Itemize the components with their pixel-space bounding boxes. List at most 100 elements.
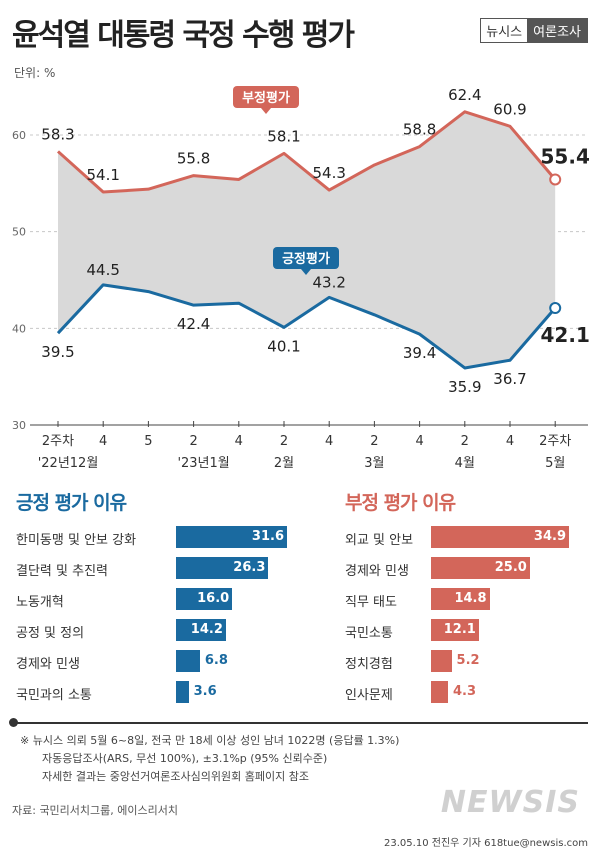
bar-value-label: 5.2 [456,653,480,668]
y-tick-label: 60 [12,129,26,142]
bar-category-label: 노동개혁 [16,595,64,610]
x-group-label: '22년12월 [38,456,99,471]
positive-data-label: 39.4 [403,344,436,362]
bar: 14.8 [431,588,490,610]
bar-category-label: 공정 및 정의 [16,626,85,641]
bar [431,650,452,672]
bar-row: 경제와 민생 25.0 [345,557,600,579]
note-line-1: ※ 뉴시스 의뢰 5월 6~8일, 전국 만 18세 이상 성인 남녀 1022… [20,734,400,747]
x-tick-label: 4 [415,434,423,449]
x-group-label: 5월 [545,456,565,471]
negative-line [56,110,557,194]
y-tick-label: 40 [12,322,26,335]
positive-reasons-title: 긍정 평가 이유 [16,492,127,514]
negative-data-label: 58.8 [403,121,436,139]
note-line-3: 자세한 결과는 중앙선거여론조사심의위원회 홈페이지 참조 [42,770,309,783]
bar-row: 직무 태도 14.8 [345,588,600,610]
negative-reasons-title: 부정 평가 이유 [345,492,456,514]
bar: 14.2 [176,619,226,641]
positive-data-label: 44.5 [86,261,119,279]
watermark: NEWSIS [440,785,580,820]
bar-category-label: 국민소통 [345,626,393,641]
positive-data-label: 42.4 [177,315,210,333]
x-group-label: 3월 [364,456,384,471]
bar-value-label: 14.8 [454,591,487,606]
x-tick-label: 4 [235,434,243,449]
credit-text: 23.05.10 전진우 기자 618tue@newsis.com [384,838,588,849]
x-tick-label: 2 [189,434,197,449]
bar-value-label: 26.3 [233,560,266,575]
negative-data-label: 58.1 [267,127,300,145]
x-tick-label: 2 [280,434,288,449]
bar-category-label: 경제와 민생 [345,564,409,579]
x-tick-label: 2 [461,434,469,449]
negative-series-tag-label: 부정평가 [242,90,290,106]
bar-category-label: 직무 태도 [345,595,397,610]
bar [431,681,448,703]
bar: 16.0 [176,588,233,610]
negative-data-label: 55.4 [541,144,590,168]
note-line-2: 자동응답조사(ARS, 무선 100%), ±3.1%p (95% 신뢰수준) [42,752,328,765]
x-tick-label: 2주차 [42,434,74,449]
bar-category-label: 결단력 및 추진력 [16,564,108,579]
negative-series-tag-pointer [261,108,271,114]
bar-row: 공정 및 정의 14.2 [16,619,327,641]
positive-data-label: 35.9 [448,378,481,396]
bar: 25.0 [431,557,530,579]
bar-row: 노동개혁 16.0 [16,588,327,610]
bar-value-label: 25.0 [494,560,527,575]
positive-data-label: 36.7 [493,370,526,388]
negative-data-label: 54.3 [312,164,345,182]
bar: 34.9 [431,526,569,548]
bar-category-label: 국민과의 소통 [16,688,92,703]
x-tick-label: 4 [99,434,107,449]
negative-data-label: 54.1 [86,166,119,184]
line-chart: 30 40 50 60 2주차 4 5 2 4 2 4 2 4 2 4 2주차 '22년12월 '23년1월 2월 3… [12,86,590,471]
bar-row: 경제와 민생 6.8 [16,650,327,672]
bar-value-label: 12.1 [443,622,476,637]
brand-left: 뉴시스 [481,19,528,42]
page-title: 윤석열 대통령 국정 수행 평가 [12,18,355,53]
positive-data-label: 40.1 [267,337,300,355]
bar-row: 국민과의 소통 3.6 [16,681,327,703]
bar-row: 인사문제 4.3 [345,681,600,703]
bar-row: 한미동맹 및 안보 강화 31.6 [16,526,327,548]
bar-row: 외교 및 안보 34.9 [345,526,600,548]
positive-line [56,283,557,370]
bar-row: 정치경험 5.2 [345,650,600,672]
negative-data-label: 62.4 [448,86,481,104]
positive-end-point [549,302,562,315]
x-tick-label: 4 [506,434,514,449]
bar-value-label: 16.0 [197,591,230,606]
bar-category-label: 경제와 민생 [16,657,80,672]
gap-band [58,111,556,368]
bar-value-label: 34.9 [533,529,566,544]
brand-badge: 뉴시스 여론조사 [480,18,588,43]
positive-data-label: 39.5 [41,343,74,361]
negative-data-label: 55.8 [177,150,210,168]
x-tick-label: 5 [144,434,152,449]
bar-value-label: 3.6 [193,684,217,699]
bar: 12.1 [431,619,479,641]
bar-value-label: 31.6 [251,529,284,544]
negative-data-label: 58.3 [41,125,74,143]
x-group-label: 4월 [455,456,475,471]
x-group-label: 2월 [274,456,294,471]
source-text: 자료: 국민리서치그룹, 에이스리서치 [12,804,178,817]
y-tick-label: 50 [12,226,26,239]
brand-right: 여론조사 [527,19,587,42]
bar-value-label: 4.3 [453,684,477,699]
unit-label: 단위: % [14,66,56,80]
negative-end-point [549,173,562,186]
positive-series-tag-label: 긍정평가 [282,251,330,267]
bar [176,681,189,703]
negative-data-label: 60.9 [493,100,526,118]
note-divider [12,722,588,724]
y-tick-label: 30 [12,419,26,432]
bar-row: 국민소통 12.1 [345,619,600,641]
positive-series-tag-pointer [301,269,311,275]
x-tick-label: 2 [370,434,378,449]
positive-series-tag [273,247,339,269]
x-tick-label: 2주차 [539,434,571,449]
